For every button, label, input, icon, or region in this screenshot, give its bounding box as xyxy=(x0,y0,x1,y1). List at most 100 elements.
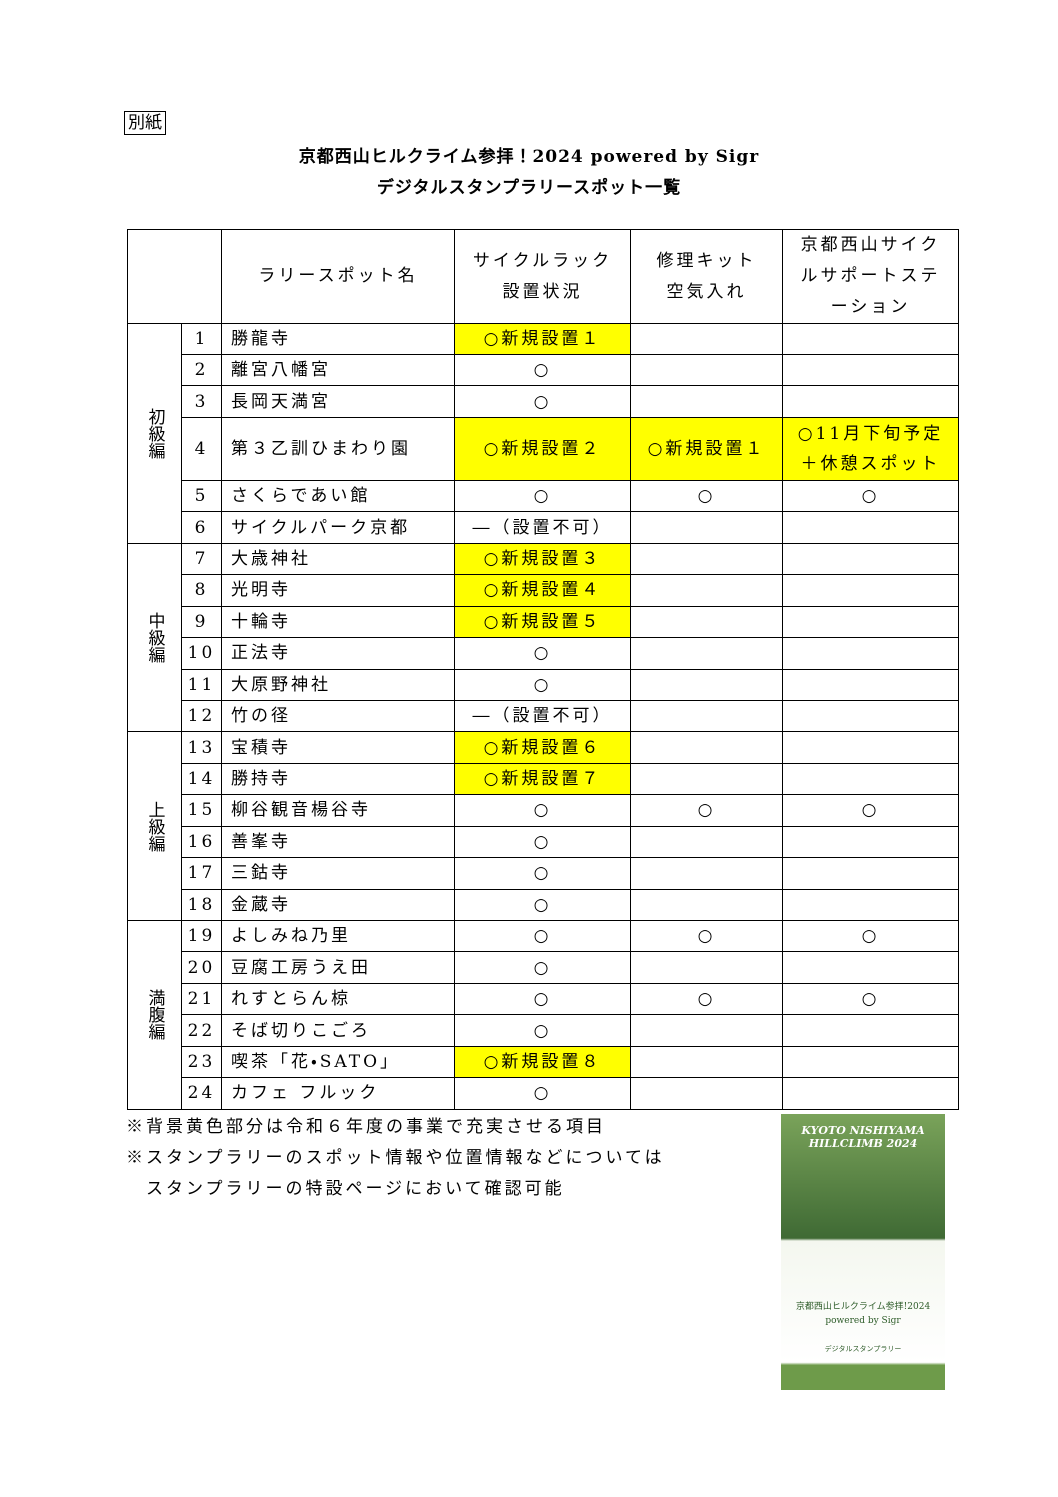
table-row: 17 三鈷寺 ○ xyxy=(128,857,959,890)
row-number: 17 xyxy=(181,857,222,890)
image-title-line: KYOTO NISHIYAMA xyxy=(801,1124,925,1137)
status-cell: ○ xyxy=(630,982,783,1016)
status-cell xyxy=(630,574,783,607)
status-cell: ○ xyxy=(454,919,631,953)
header-cell: サイクルラック 設置状況 xyxy=(454,229,631,324)
status-cell: ○ xyxy=(454,1077,631,1110)
table-row: 8 光明寺 ○新規設置４ xyxy=(128,574,959,607)
group-label: 満腹編 xyxy=(127,920,182,1110)
spot-name: 勝龍寺 xyxy=(221,323,455,355)
table-row: 満腹編 19 よしみね乃里 ○ ○ ○ xyxy=(127,919,959,1110)
group-label: 上級編 xyxy=(127,731,182,921)
table-row: 上級編 13 宝積寺 ○新規設置６ xyxy=(127,731,959,921)
status-cell: ○ xyxy=(630,919,783,953)
row-number: 6 xyxy=(181,511,222,544)
spot-name: 正法寺 xyxy=(221,637,455,670)
status-cell: ○新規設置３ xyxy=(454,542,631,576)
spot-name: 柳谷観音楊谷寺 xyxy=(221,794,455,827)
row-number: 8 xyxy=(181,574,222,607)
cell-line: 設置状況 xyxy=(502,281,583,302)
table-row: 中級編 7 大歳神社 ○新規設置３ xyxy=(127,542,959,733)
status-cell: ○ xyxy=(454,479,631,513)
table-row: 18 金蔵寺 ○ xyxy=(128,888,959,922)
row-number: 1 xyxy=(181,323,222,355)
row-number: 24 xyxy=(181,1077,222,1110)
spot-name: 第３乙訓ひまわり園 xyxy=(221,416,455,481)
status-cell xyxy=(782,605,959,639)
row-number: 3 xyxy=(181,385,222,418)
header-row: ラリースポット名 サイクルラック 設置状況 修理キット 空気入れ 京都西山サイク ルサポート… xyxy=(127,229,959,324)
image-sub: デジタルスタンプラリー xyxy=(824,1345,902,1353)
table-row: 11 大原野神社 ○ xyxy=(128,668,959,701)
image-caption-line: powered by Sigr xyxy=(825,1316,901,1326)
cell-line: ーション xyxy=(830,297,911,317)
header-cell: 京都西山サイク ルサポートステ ーション xyxy=(782,229,959,324)
status-cell xyxy=(782,668,959,701)
status-cell: ○ xyxy=(782,479,959,513)
spot-name: 光明寺 xyxy=(221,574,455,607)
spot-name: そば切りこごろ xyxy=(221,1014,455,1047)
status-cell: ○ xyxy=(454,637,631,670)
image-title-line: HILLCLIMB 2024 xyxy=(808,1137,918,1150)
cell-line: サイクルラック xyxy=(472,250,613,271)
status-cell xyxy=(630,1077,783,1110)
row-number: 9 xyxy=(181,605,222,639)
status-cell xyxy=(782,1014,959,1047)
status-cell xyxy=(782,699,959,733)
status-cell: ○ xyxy=(630,794,783,827)
row-number: 2 xyxy=(181,353,222,387)
table-row: 12 竹の径 ―（設置不可） xyxy=(128,699,959,733)
status-cell xyxy=(630,825,783,859)
row-number: 20 xyxy=(181,951,222,984)
status-cell: ○ xyxy=(454,951,631,984)
status-cell xyxy=(782,825,959,859)
status-cell: ○ xyxy=(454,353,631,387)
status-cell xyxy=(630,888,783,922)
header-cell: ラリースポット名 xyxy=(221,229,455,324)
spot-name: 長岡天満宮 xyxy=(221,385,455,418)
status-cell xyxy=(630,385,783,418)
status-cell: ○ xyxy=(454,888,631,922)
table-row: 5 さくらであい館 ○ ○ ○ xyxy=(128,479,959,513)
table-row: 初級編 1 勝龍寺 ○新規設置１ xyxy=(127,323,959,544)
spot-name: サイクルパーク京都 xyxy=(221,511,455,544)
image-caption: 京都西山ヒルクライム参拝!2024 powered by Sigr xyxy=(781,1300,945,1328)
status-cell: ○ xyxy=(782,982,959,1016)
spot-name: 竹の径 xyxy=(221,699,455,733)
table-row: 3 長岡天満宮 ○ xyxy=(128,385,959,418)
status-cell xyxy=(782,762,959,796)
status-cell: ○ xyxy=(782,919,959,953)
spot-name: れすとらん椋 xyxy=(221,982,455,1016)
spot-name: 宝積寺 xyxy=(221,731,455,764)
spot-name: 大原野神社 xyxy=(221,668,455,701)
status-cell: ○新規設置１ xyxy=(630,416,783,481)
status-cell: ○新規設置７ xyxy=(454,762,631,796)
table-row: 20 豆腐工房うえ田 ○ xyxy=(128,951,959,984)
spot-name: 大歳神社 xyxy=(221,542,455,576)
status-cell xyxy=(630,323,783,355)
status-cell xyxy=(630,857,783,890)
status-cell xyxy=(630,511,783,544)
cell-line: 京都西山サイク xyxy=(800,235,941,255)
spot-name: よしみね乃里 xyxy=(221,919,455,953)
status-cell: ―（設置不可） xyxy=(454,511,631,544)
row-number: 11 xyxy=(181,668,222,701)
status-cell xyxy=(782,857,959,890)
cell-line: ルサポートステ xyxy=(800,266,941,286)
image-title: KYOTO NISHIYAMA HILLCLIMB 2024 xyxy=(781,1114,945,1150)
status-cell xyxy=(782,353,959,387)
row-number: 13 xyxy=(181,731,222,764)
note-line: スタンプラリーの特設ページにおいて確認可能 xyxy=(146,1179,565,1199)
status-cell xyxy=(782,1045,959,1079)
title-line: 京都西山ヒルクライム参拝！2024 powered by Sigr xyxy=(298,147,760,167)
status-cell xyxy=(782,511,959,544)
row-number: 19 xyxy=(181,919,222,953)
status-cell xyxy=(630,762,783,796)
spot-name: カフェ フルック xyxy=(221,1077,455,1110)
table-row: 16 善峯寺 ○ xyxy=(128,825,959,859)
status-cell: ○ xyxy=(454,982,631,1016)
status-cell: ○ xyxy=(782,794,959,827)
table-row: 4 第３乙訓ひまわり園 ○新規設置２ ○新規設置１ ○11月下旬予定 ＋休憩スポット xyxy=(128,416,959,481)
spot-name: 三鈷寺 xyxy=(221,857,455,890)
